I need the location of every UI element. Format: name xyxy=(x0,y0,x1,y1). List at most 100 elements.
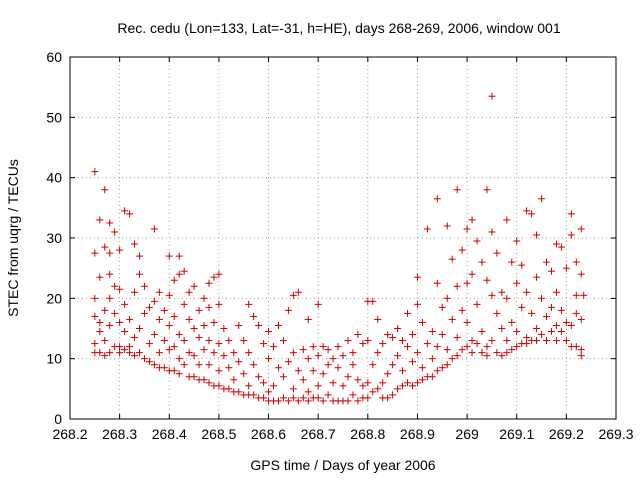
data-point xyxy=(443,346,451,354)
data-point xyxy=(150,225,158,233)
data-point xyxy=(428,328,436,336)
data-point xyxy=(433,195,441,203)
data-point xyxy=(180,300,188,308)
data-point xyxy=(260,394,268,402)
data-point xyxy=(458,346,466,354)
data-point xyxy=(369,388,377,396)
data-point xyxy=(111,309,119,317)
data-point xyxy=(433,279,441,287)
data-point xyxy=(433,343,441,351)
data-point xyxy=(190,352,198,360)
data-point xyxy=(580,291,588,299)
data-point xyxy=(91,340,99,348)
data-point xyxy=(423,225,431,233)
data-point xyxy=(562,264,570,272)
data-point xyxy=(324,346,332,354)
x-tick-label: 268.3 xyxy=(102,426,137,442)
data-point xyxy=(493,349,501,357)
data-point xyxy=(339,382,347,390)
data-point xyxy=(458,246,466,254)
data-point xyxy=(289,291,297,299)
y-tick-label: 50 xyxy=(46,109,62,125)
data-point xyxy=(572,258,580,266)
data-point xyxy=(101,243,109,251)
data-point xyxy=(364,394,372,402)
data-point xyxy=(463,318,471,326)
data-point xyxy=(126,349,134,357)
data-point xyxy=(562,318,570,326)
data-point xyxy=(463,343,471,351)
data-point xyxy=(384,394,392,402)
data-point xyxy=(160,306,168,314)
data-point xyxy=(116,246,124,254)
data-point xyxy=(235,388,243,396)
data-point xyxy=(438,303,446,311)
data-point xyxy=(180,361,188,369)
data-point xyxy=(483,343,491,351)
data-point xyxy=(131,240,139,248)
data-point xyxy=(260,379,268,387)
data-point xyxy=(235,358,243,366)
data-point xyxy=(483,186,491,194)
data-point xyxy=(314,394,322,402)
data-point xyxy=(552,288,560,296)
data-point xyxy=(359,382,367,390)
data-point xyxy=(250,391,258,399)
data-point xyxy=(488,291,496,299)
data-point xyxy=(374,349,382,357)
data-point xyxy=(215,367,223,375)
data-point xyxy=(557,328,565,336)
data-point xyxy=(503,294,511,302)
data-point xyxy=(572,291,580,299)
data-point xyxy=(160,364,168,372)
data-point xyxy=(314,352,322,360)
data-point xyxy=(245,349,253,357)
chart-title: Rec. cedu (Lon=133, Lat=-31, h=HE), days… xyxy=(117,20,560,36)
data-point xyxy=(265,388,273,396)
data-point xyxy=(185,315,193,323)
data-point xyxy=(309,367,317,375)
data-point xyxy=(349,391,357,399)
data-point xyxy=(478,349,486,357)
data-point xyxy=(284,358,292,366)
data-point xyxy=(274,321,282,329)
data-point xyxy=(473,237,481,245)
data-point xyxy=(289,394,297,402)
data-point xyxy=(453,282,461,290)
data-point xyxy=(279,394,287,402)
data-point xyxy=(394,352,402,360)
data-point xyxy=(185,349,193,357)
data-point xyxy=(165,252,173,260)
data-point xyxy=(547,303,555,311)
data-point xyxy=(210,349,218,357)
x-tick-label: 268.2 xyxy=(52,426,87,442)
y-tick-label: 60 xyxy=(46,49,62,65)
data-point xyxy=(260,340,268,348)
data-point xyxy=(552,240,560,248)
data-point xyxy=(215,270,223,278)
x-tick-label: 268.9 xyxy=(400,426,435,442)
data-point xyxy=(180,337,188,345)
data-point xyxy=(210,273,218,281)
data-point xyxy=(538,331,546,339)
data-point xyxy=(448,315,456,323)
data-point xyxy=(230,349,238,357)
data-point xyxy=(190,282,198,290)
data-point xyxy=(552,337,560,345)
data-point xyxy=(329,379,337,387)
data-point xyxy=(478,258,486,266)
data-point xyxy=(116,343,124,351)
data-point xyxy=(289,349,297,357)
data-point xyxy=(399,382,407,390)
data-point xyxy=(116,318,124,326)
data-point xyxy=(364,379,372,387)
data-point xyxy=(538,195,546,203)
data-point xyxy=(344,373,352,381)
data-point xyxy=(170,276,178,284)
data-point xyxy=(150,297,158,305)
data-point xyxy=(399,367,407,375)
data-point xyxy=(538,294,546,302)
data-point xyxy=(523,334,531,342)
data-point xyxy=(349,349,357,357)
data-point xyxy=(493,249,501,257)
